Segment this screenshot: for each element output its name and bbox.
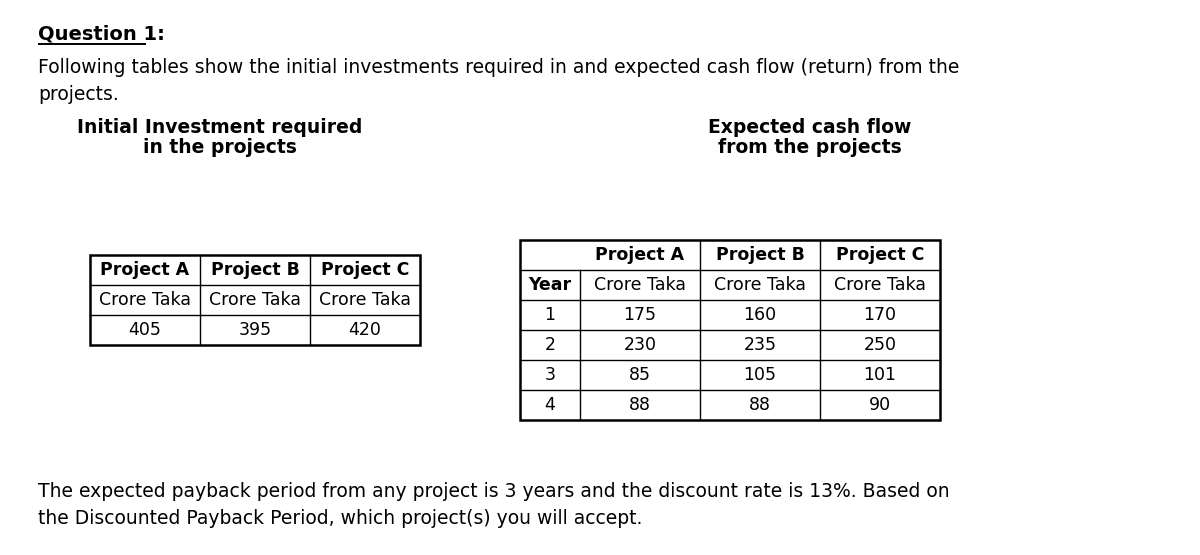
Text: Crore Taka: Crore Taka	[714, 276, 806, 294]
Text: 420: 420	[348, 321, 382, 339]
Text: Project C: Project C	[836, 246, 924, 264]
Text: Project C: Project C	[320, 261, 409, 279]
Text: Question 1:: Question 1:	[38, 25, 164, 44]
Text: 175: 175	[624, 306, 656, 324]
Text: 88: 88	[629, 396, 650, 414]
Text: 88: 88	[749, 396, 772, 414]
Text: 395: 395	[239, 321, 271, 339]
Text: Crore Taka: Crore Taka	[319, 291, 410, 309]
Text: 105: 105	[744, 366, 776, 384]
Text: 230: 230	[624, 336, 656, 354]
Text: Expected cash flow: Expected cash flow	[708, 118, 912, 137]
Text: 170: 170	[864, 306, 896, 324]
Text: 235: 235	[744, 336, 776, 354]
Text: Project B: Project B	[715, 246, 804, 264]
Text: from the projects: from the projects	[718, 138, 902, 157]
Text: 405: 405	[128, 321, 162, 339]
Text: Project A: Project A	[595, 246, 684, 264]
Text: 160: 160	[744, 306, 776, 324]
Text: Project B: Project B	[210, 261, 300, 279]
Text: Crore Taka: Crore Taka	[209, 291, 301, 309]
Text: Crore Taka: Crore Taka	[594, 276, 686, 294]
Text: 1: 1	[545, 306, 556, 324]
Text: Following tables show the initial investments required in and expected cash flow: Following tables show the initial invest…	[38, 58, 959, 103]
Text: 90: 90	[869, 396, 892, 414]
Text: Project A: Project A	[101, 261, 190, 279]
Text: 3: 3	[545, 366, 556, 384]
Bar	[520, 240, 940, 420]
Text: 101: 101	[864, 366, 896, 384]
Text: Crore Taka: Crore Taka	[834, 276, 926, 294]
Text: Initial Investment required: Initial Investment required	[77, 118, 362, 137]
Text: 2: 2	[545, 336, 556, 354]
Text: 85: 85	[629, 366, 650, 384]
Text: The expected payback period from any project is 3 years and the discount rate is: The expected payback period from any pro…	[38, 482, 949, 527]
Bar	[90, 255, 420, 345]
Text: 4: 4	[545, 396, 556, 414]
Text: Year: Year	[528, 276, 571, 294]
Text: Crore Taka: Crore Taka	[98, 291, 191, 309]
Text: in the projects: in the projects	[143, 138, 296, 157]
Text: 250: 250	[864, 336, 896, 354]
